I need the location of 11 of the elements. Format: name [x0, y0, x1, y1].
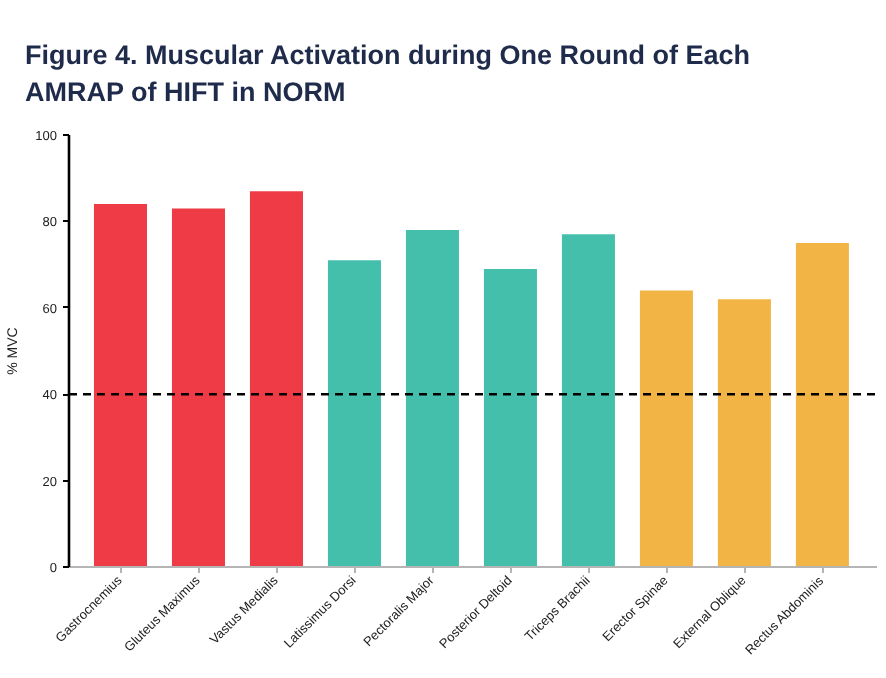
bar [171, 208, 225, 567]
bar [561, 234, 615, 567]
chart-title: Figure 4. Muscular Activation during One Round of Each AMRAP of HIFT in NORM [25, 39, 751, 107]
bar [717, 299, 771, 567]
bar [795, 243, 849, 567]
bar [405, 230, 459, 567]
bar [639, 290, 693, 567]
bar [249, 191, 303, 567]
bar [483, 268, 537, 567]
bar [93, 204, 147, 567]
bar [327, 260, 381, 567]
